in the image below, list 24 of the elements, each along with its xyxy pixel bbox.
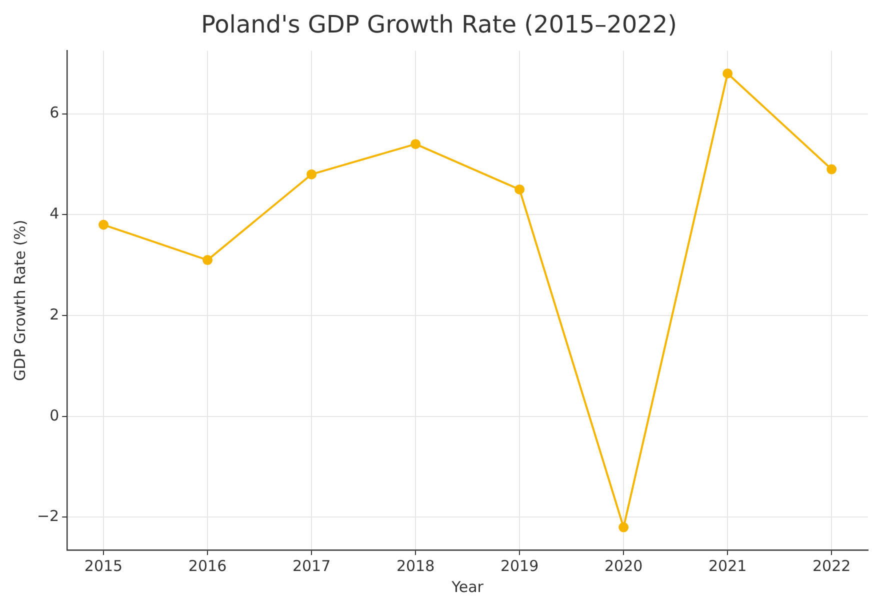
y-tick-label: −2 [36,507,60,526]
point [98,220,109,230]
x-tick-label: 2017 [292,556,331,575]
point [306,169,317,180]
x-tick-label: 2020 [604,556,643,575]
y-tick-label: 6 [50,104,60,122]
point [722,68,733,78]
x-tick-label: 2016 [188,556,227,575]
point [410,139,421,150]
y-tick-label: 2 [50,305,60,324]
chart-title: Poland's GDP Growth Rate (2015–2022) [200,10,678,39]
point [826,164,837,174]
x-tick-label: 2018 [396,556,435,575]
x-tick-label: 2019 [500,556,539,575]
y-axis-title: GDP Growth Rate (%) [10,220,29,381]
x-tick-label: 2015 [84,556,123,575]
x-axis-title: Year [450,578,484,596]
x-tick-label: 2022 [812,556,851,575]
point [618,522,629,532]
x-tick-label: 2021 [708,556,747,575]
y-tick-label: 4 [50,204,60,223]
point [514,184,525,194]
y-tick-label: 0 [50,406,60,424]
point [202,255,213,266]
